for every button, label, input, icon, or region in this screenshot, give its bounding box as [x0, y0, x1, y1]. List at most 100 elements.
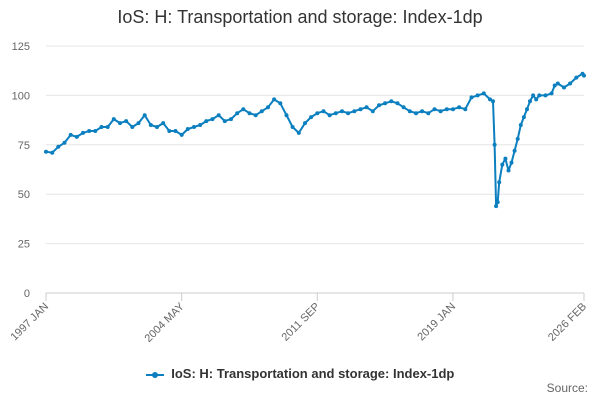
data-point[interactable] [552, 83, 557, 88]
data-point[interactable] [370, 109, 375, 114]
data-point[interactable] [284, 113, 289, 118]
data-point[interactable] [259, 109, 264, 114]
data-point[interactable] [179, 132, 184, 137]
data-point[interactable] [192, 125, 196, 129]
data-point[interactable] [229, 117, 233, 122]
data-point[interactable] [555, 81, 560, 86]
data-point[interactable] [62, 140, 67, 145]
data-point[interactable] [99, 125, 104, 129]
data-point[interactable] [481, 91, 486, 96]
data-point[interactable] [414, 111, 418, 116]
data-point[interactable] [451, 107, 455, 112]
data-point[interactable] [475, 93, 480, 98]
data-point[interactable] [503, 156, 508, 161]
data-point[interactable] [340, 109, 344, 114]
data-point[interactable] [492, 142, 497, 147]
data-point[interactable] [543, 93, 548, 98]
data-point[interactable] [155, 125, 159, 129]
data-point[interactable] [74, 134, 79, 139]
data-point[interactable] [521, 115, 526, 120]
data-point[interactable] [495, 200, 500, 205]
data-point[interactable] [562, 85, 566, 90]
data-point[interactable] [364, 105, 369, 110]
data-point[interactable] [68, 132, 73, 137]
data-point[interactable] [377, 103, 381, 108]
data-point[interactable] [438, 109, 443, 114]
legend[interactable]: IoS: H: Transportation and storage: Inde… [0, 366, 600, 381]
data-point[interactable] [272, 97, 277, 102]
data-point[interactable] [173, 129, 178, 133]
data-point[interactable] [321, 109, 326, 114]
data-point[interactable] [407, 109, 412, 114]
data-point[interactable] [44, 149, 48, 154]
data-point[interactable] [549, 91, 554, 96]
data-point[interactable] [167, 129, 172, 133]
data-point[interactable] [568, 81, 573, 86]
data-point[interactable] [296, 130, 301, 135]
data-point[interactable] [118, 121, 122, 126]
data-point[interactable] [500, 162, 505, 167]
data-point[interactable] [395, 101, 400, 106]
data-point[interactable] [198, 123, 203, 127]
data-point[interactable] [574, 75, 579, 80]
data-point[interactable] [278, 101, 283, 106]
data-point[interactable] [494, 204, 499, 209]
data-point[interactable] [81, 130, 85, 135]
data-point[interactable] [50, 150, 55, 155]
data-point[interactable] [204, 119, 209, 124]
data-point[interactable] [216, 113, 221, 118]
data-point[interactable] [352, 109, 357, 114]
data-point[interactable] [534, 97, 539, 102]
data-point[interactable] [327, 113, 332, 118]
data-point[interactable] [241, 107, 246, 112]
data-point[interactable] [346, 111, 351, 116]
data-point[interactable] [185, 127, 190, 131]
data-point[interactable] [432, 107, 437, 112]
data-point[interactable] [383, 101, 388, 106]
data-point[interactable] [136, 121, 141, 126]
data-point[interactable] [333, 111, 338, 116]
data-point[interactable] [528, 99, 532, 104]
data-point[interactable] [124, 119, 129, 124]
data-point[interactable] [509, 160, 514, 165]
data-point[interactable] [266, 105, 270, 110]
data-point[interactable] [111, 117, 116, 122]
data-point[interactable] [161, 121, 166, 126]
data-point[interactable] [315, 111, 320, 116]
data-point[interactable] [420, 109, 425, 114]
data-point[interactable] [426, 111, 431, 116]
data-point[interactable] [247, 111, 252, 116]
data-point[interactable] [497, 180, 502, 185]
data-point[interactable] [56, 144, 61, 149]
data-point[interactable] [309, 115, 314, 120]
data-point[interactable] [506, 168, 511, 173]
data-point[interactable] [512, 148, 517, 153]
data-point[interactable] [531, 93, 536, 98]
data-point[interactable] [210, 117, 215, 122]
data-point[interactable] [142, 113, 147, 118]
data-point[interactable] [515, 136, 520, 141]
data-point[interactable] [491, 99, 495, 104]
data-point[interactable] [303, 121, 307, 126]
data-point[interactable] [130, 125, 135, 129]
data-point[interactable] [488, 97, 492, 102]
data-point[interactable] [469, 95, 474, 100]
data-point[interactable] [235, 111, 240, 116]
data-point[interactable] [358, 107, 363, 112]
data-point[interactable] [582, 73, 586, 78]
data-point[interactable] [457, 105, 462, 110]
data-point[interactable] [518, 123, 523, 127]
data-point[interactable] [253, 113, 258, 118]
data-point[interactable] [222, 119, 227, 124]
data-point[interactable] [290, 125, 295, 129]
data-point[interactable] [401, 105, 406, 110]
data-point[interactable] [148, 123, 153, 127]
data-point[interactable] [87, 129, 92, 133]
data-point[interactable] [389, 99, 394, 104]
data-point[interactable] [444, 107, 449, 112]
data-point[interactable] [525, 107, 529, 112]
data-point[interactable] [105, 125, 110, 129]
data-point[interactable] [93, 129, 98, 133]
data-point[interactable] [537, 93, 542, 98]
data-point[interactable] [463, 107, 468, 112]
